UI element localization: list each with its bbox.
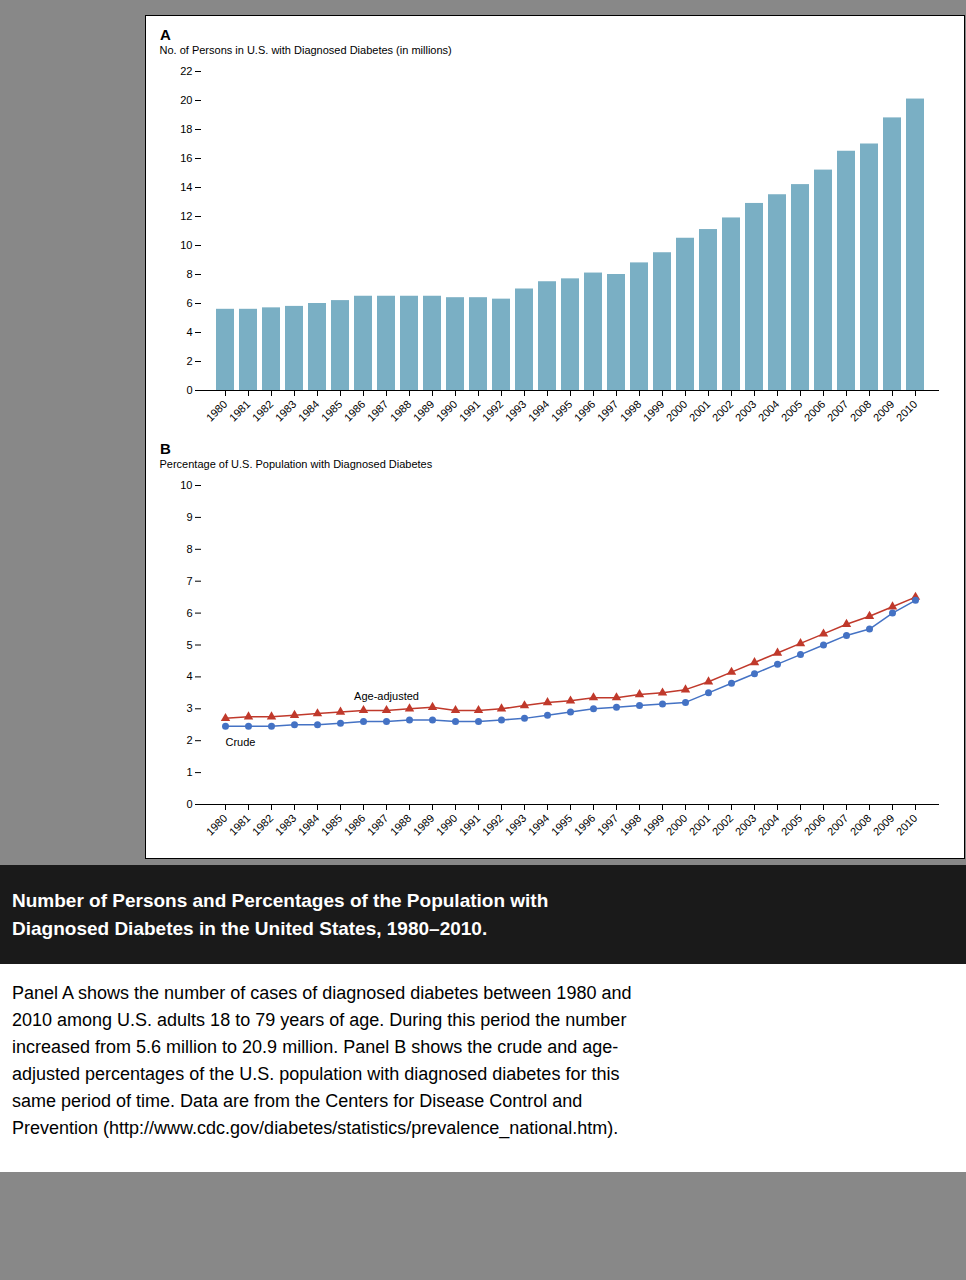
svg-text:2: 2 xyxy=(186,734,192,746)
svg-text:2009: 2009 xyxy=(871,812,897,838)
svg-text:1993: 1993 xyxy=(503,812,529,838)
svg-text:1988: 1988 xyxy=(388,812,414,838)
svg-text:1999: 1999 xyxy=(641,398,667,424)
html-text:A: A xyxy=(160,26,171,43)
svg-text:1985: 1985 xyxy=(319,398,345,424)
svg-text:2000: 2000 xyxy=(664,398,690,424)
svg-text:20: 20 xyxy=(180,94,192,106)
svg-text:1980: 1980 xyxy=(204,812,230,838)
svg-text:5: 5 xyxy=(186,639,192,651)
svg-text:1994: 1994 xyxy=(526,812,552,838)
html-text:Panel A shows the number of ca: Panel A shows the number of cases of dia… xyxy=(12,983,632,1004)
svg-text:1983: 1983 xyxy=(273,398,299,424)
svg-text:2009: 2009 xyxy=(871,398,897,424)
svg-text:2002: 2002 xyxy=(710,398,736,424)
svg-text:1986: 1986 xyxy=(342,398,368,424)
svg-text:0: 0 xyxy=(186,384,192,396)
svg-text:2: 2 xyxy=(186,355,192,367)
html-text:increased from 5.6 million to: increased from 5.6 million to 20.9 milli… xyxy=(12,1037,619,1058)
svg-text:1992: 1992 xyxy=(480,398,506,424)
svg-text:0: 0 xyxy=(186,798,192,810)
svg-text:Age-adjusted: Age-adjusted xyxy=(354,690,419,702)
svg-text:2006: 2006 xyxy=(802,812,828,838)
svg-text:2010: 2010 xyxy=(894,398,920,424)
svg-text:1995: 1995 xyxy=(549,398,575,424)
svg-text:2007: 2007 xyxy=(825,812,851,838)
svg-text:1996: 1996 xyxy=(572,812,598,838)
html-text:same period of time. Data are: same period of time. Data are from the C… xyxy=(12,1091,583,1112)
svg-text:1991: 1991 xyxy=(457,398,483,424)
svg-text:16: 16 xyxy=(180,152,192,164)
svg-text:1998: 1998 xyxy=(618,812,644,838)
svg-text:1988: 1988 xyxy=(388,398,414,424)
svg-text:2003: 2003 xyxy=(733,398,759,424)
svg-text:Percentage of U.S. Population: Percentage of U.S. Population with Diagn… xyxy=(160,458,433,470)
svg-text:2007: 2007 xyxy=(825,398,851,424)
svg-text:1994: 1994 xyxy=(526,398,552,424)
svg-text:2008: 2008 xyxy=(848,398,874,424)
svg-text:1987: 1987 xyxy=(365,812,391,838)
svg-text:2000: 2000 xyxy=(664,812,690,838)
svg-text:2001: 2001 xyxy=(687,812,713,838)
svg-text:No. of Persons in U.S. with Di: No. of Persons in U.S. with Diagnosed Di… xyxy=(160,44,452,56)
svg-text:2004: 2004 xyxy=(756,812,782,838)
svg-text:1983: 1983 xyxy=(273,812,299,838)
svg-text:8: 8 xyxy=(186,268,192,280)
svg-text:10: 10 xyxy=(180,239,192,251)
svg-text:9: 9 xyxy=(186,511,192,523)
svg-text:1986: 1986 xyxy=(342,812,368,838)
svg-text:Crude: Crude xyxy=(226,736,256,748)
svg-text:1993: 1993 xyxy=(503,398,529,424)
html-text:Diagnosed Diabetes in the Unit: Diagnosed Diabetes in the United States,… xyxy=(12,917,488,939)
svg-text:1982: 1982 xyxy=(250,398,276,424)
svg-text:18: 18 xyxy=(180,123,192,135)
html-text:adjusted percentages of the U.: adjusted percentages of the U.S. populat… xyxy=(12,1064,620,1085)
svg-text:4: 4 xyxy=(186,670,192,682)
svg-text:6: 6 xyxy=(186,297,192,309)
svg-text:14: 14 xyxy=(180,181,192,193)
svg-text:1995: 1995 xyxy=(549,812,575,838)
svg-text:2006: 2006 xyxy=(802,398,828,424)
svg-text:1981: 1981 xyxy=(227,812,253,838)
svg-text:1990: 1990 xyxy=(434,398,460,424)
svg-text:1998: 1998 xyxy=(618,398,644,424)
svg-text:2008: 2008 xyxy=(848,812,874,838)
html-text:Number of Persons and Percenta: Number of Persons and Percentages of the… xyxy=(12,890,549,911)
svg-text:3: 3 xyxy=(186,702,192,714)
svg-text:2002: 2002 xyxy=(710,812,736,838)
svg-text:1: 1 xyxy=(186,766,192,778)
svg-text:22: 22 xyxy=(180,65,192,77)
svg-text:4: 4 xyxy=(186,326,192,338)
svg-text:1991: 1991 xyxy=(457,812,483,838)
svg-text:2005: 2005 xyxy=(779,398,805,424)
svg-text:1997: 1997 xyxy=(595,398,621,424)
svg-text:1990: 1990 xyxy=(434,812,460,838)
svg-text:1981: 1981 xyxy=(227,398,253,424)
svg-text:1997: 1997 xyxy=(595,812,621,838)
svg-text:1980: 1980 xyxy=(204,398,230,424)
svg-text:2004: 2004 xyxy=(756,398,782,424)
svg-text:1985: 1985 xyxy=(319,812,345,838)
svg-text:1989: 1989 xyxy=(411,812,437,838)
svg-text:2003: 2003 xyxy=(733,812,759,838)
svg-text:1987: 1987 xyxy=(365,398,391,424)
svg-text:1982: 1982 xyxy=(250,812,276,838)
svg-text:10: 10 xyxy=(180,479,192,491)
svg-text:6: 6 xyxy=(186,607,192,619)
html-text:Prevention (http://www.cdc.gov: Prevention (http://www.cdc.gov/diabetes/… xyxy=(12,1118,619,1139)
svg-text:8: 8 xyxy=(186,543,192,555)
svg-text:1992: 1992 xyxy=(480,812,506,838)
svg-text:12: 12 xyxy=(180,210,192,222)
svg-text:2010: 2010 xyxy=(894,812,920,838)
svg-text:2001: 2001 xyxy=(687,398,713,424)
svg-text:7: 7 xyxy=(186,575,192,587)
svg-text:1996: 1996 xyxy=(572,398,598,424)
svg-text:1984: 1984 xyxy=(296,812,322,838)
svg-text:1984: 1984 xyxy=(296,398,322,424)
html-text:B: B xyxy=(160,440,171,457)
svg-text:1999: 1999 xyxy=(641,812,667,838)
html-text:2010 among U.S. adults 18 to 7: 2010 among U.S. adults 18 to 79 years of… xyxy=(12,1010,627,1031)
svg-text:1989: 1989 xyxy=(411,398,437,424)
svg-text:2005: 2005 xyxy=(779,812,805,838)
